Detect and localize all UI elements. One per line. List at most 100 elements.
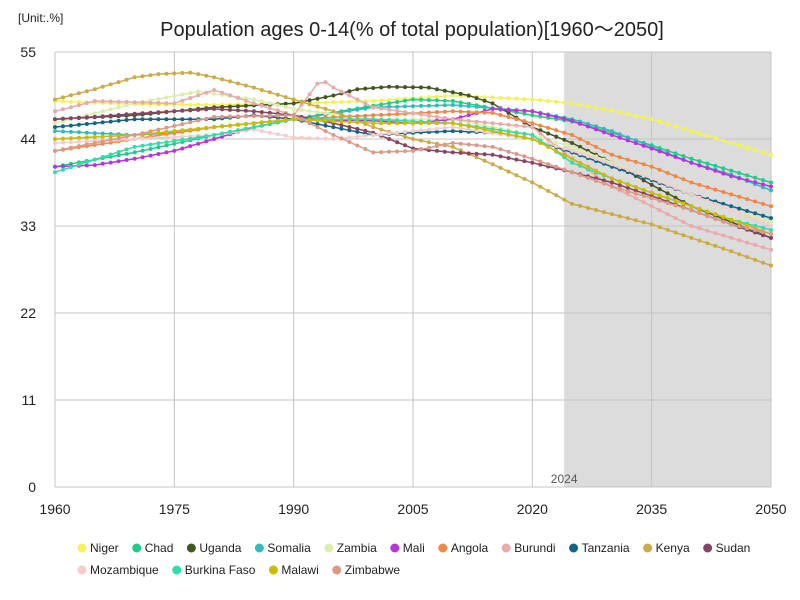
series-point (68, 99, 73, 104)
series-point (228, 79, 232, 84)
series-point (180, 128, 185, 133)
series-point (180, 102, 185, 107)
series-point (68, 105, 73, 110)
series-point (609, 152, 614, 157)
series-point (434, 98, 439, 103)
series-point (68, 145, 73, 150)
series-point (275, 118, 280, 123)
series-point (124, 118, 129, 122)
series-point (713, 231, 718, 236)
series-point (76, 91, 81, 96)
series-point (450, 99, 455, 103)
series-point (514, 123, 519, 128)
series-point (347, 89, 352, 94)
series-point (729, 192, 734, 197)
series-point (212, 133, 217, 137)
series-point (124, 158, 129, 162)
series-point (442, 149, 447, 154)
series-point (339, 136, 344, 141)
series-point (196, 126, 201, 131)
series-point (570, 144, 575, 149)
series-point (697, 195, 702, 200)
series-point (164, 125, 169, 130)
series-point (156, 100, 161, 105)
series-point (649, 146, 654, 151)
series-point (53, 121, 57, 126)
series-point (395, 85, 400, 89)
series-point (530, 97, 535, 102)
series-point (212, 91, 217, 96)
series-point (61, 140, 65, 145)
series-point (156, 97, 161, 101)
series-point (761, 185, 765, 190)
y-tick-label: 33 (20, 218, 36, 234)
series-point (68, 93, 73, 98)
series-point (363, 101, 368, 106)
series-point (411, 129, 415, 134)
series-point (761, 150, 765, 155)
series-point (180, 92, 185, 97)
series-point (705, 228, 710, 233)
series-point (204, 134, 209, 139)
series-point (220, 90, 225, 95)
series-point (506, 156, 511, 160)
series-point (331, 119, 336, 124)
series-point (180, 122, 185, 127)
legend-label: Mozambique (90, 563, 159, 577)
series-point (323, 136, 328, 141)
series-point (450, 103, 455, 107)
series-point (753, 199, 758, 204)
series-point (331, 100, 336, 105)
series-point (586, 206, 590, 210)
series-point (196, 118, 201, 123)
legend-item: Chad (132, 541, 173, 555)
series-point (761, 217, 765, 222)
series-point (562, 137, 567, 142)
series-point (331, 85, 336, 90)
series-point (506, 132, 511, 137)
series-point (371, 117, 376, 122)
series-point (594, 127, 598, 132)
series-point (108, 134, 113, 139)
series-point (761, 213, 765, 218)
legend-item: Mozambique (77, 563, 159, 577)
series-point (594, 156, 598, 161)
series-point (331, 112, 336, 117)
series-point (538, 98, 543, 103)
series-point (132, 133, 137, 137)
series-point (299, 117, 304, 122)
series-point (148, 73, 153, 78)
series-point (482, 95, 487, 100)
series-point (617, 214, 622, 219)
series-point (434, 110, 439, 115)
series-point (745, 226, 750, 231)
series-point (196, 102, 201, 107)
series-point (267, 110, 272, 115)
series-point (498, 122, 503, 126)
chart-title: Population ages 0-14(% of total populati… (160, 19, 664, 41)
series-point (721, 219, 726, 224)
series-point (514, 157, 519, 162)
series-point (323, 118, 328, 123)
axes: 0 11 22 33 44 55 1960 1975 1990 2005 2020 2035 2050 (20, 44, 786, 517)
series-point (100, 134, 105, 139)
series-point (156, 130, 161, 135)
series-point (387, 101, 392, 106)
series-point (236, 108, 240, 113)
series-point (522, 135, 527, 140)
series-point (546, 189, 551, 193)
series-point (681, 154, 686, 159)
series-point (554, 144, 559, 149)
series-point (68, 129, 73, 134)
series-point (434, 129, 439, 134)
series-point (514, 133, 519, 138)
series-point (450, 93, 455, 98)
legend-label: Burkina Faso (185, 563, 256, 577)
series-point (442, 88, 447, 93)
series-point (458, 150, 463, 155)
series-point (76, 135, 81, 140)
series-point (490, 95, 495, 100)
series-point (745, 197, 750, 202)
series-point (594, 208, 598, 212)
